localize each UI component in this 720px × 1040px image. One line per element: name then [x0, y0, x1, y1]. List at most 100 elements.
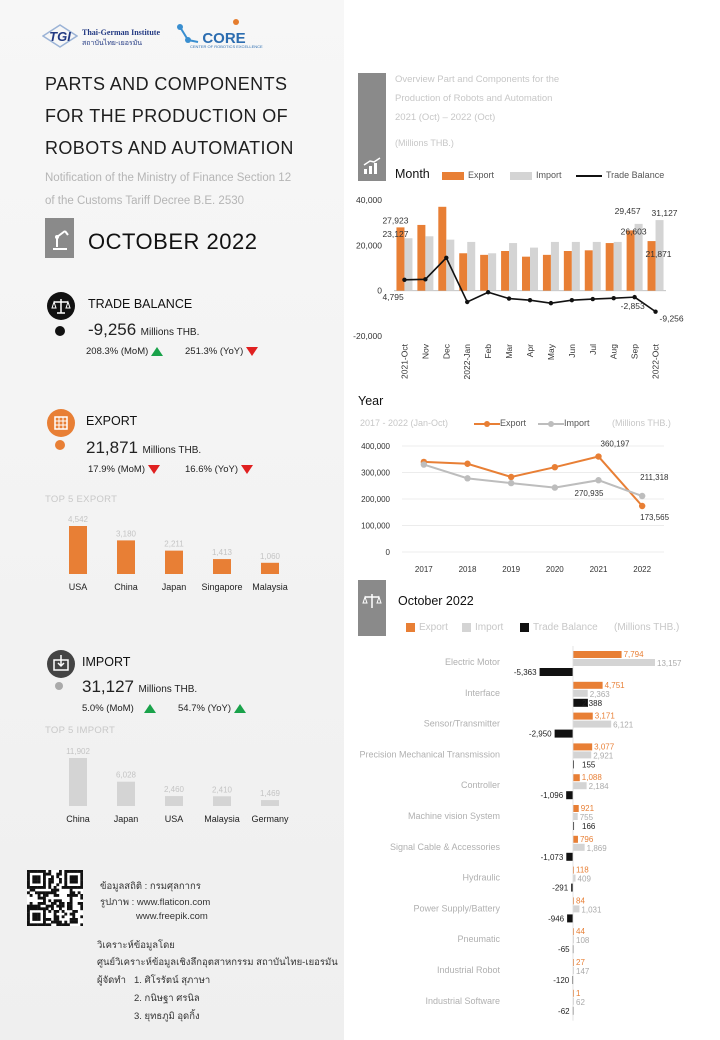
qr-module [43, 902, 46, 905]
top5-country-label: USA [165, 814, 184, 824]
top5-value-label: 1,060 [260, 552, 281, 561]
qr-module [75, 918, 78, 921]
qr-module [37, 894, 41, 897]
category-balance-label: -65 [558, 945, 570, 954]
year-import-point [464, 475, 471, 482]
category-export-bar [573, 743, 593, 751]
qr-module [43, 894, 46, 897]
october-legend-export: Export [406, 622, 448, 633]
october-chart-title: October 2022 [398, 594, 474, 608]
qr-module [80, 886, 84, 889]
qr-module [59, 907, 62, 911]
category-import-bar [573, 689, 588, 697]
qr-module [80, 894, 84, 897]
category-import-label: 409 [578, 875, 592, 884]
category-export-bar [573, 928, 574, 936]
qr-module [56, 894, 60, 897]
top5-value-label: 2,410 [212, 785, 233, 794]
month-x-tick-label: Feb [483, 344, 493, 359]
qr-module [43, 883, 46, 887]
category-label: Controller [461, 780, 500, 790]
top5-bar [261, 800, 279, 806]
qr-module [29, 923, 33, 927]
qr-module [32, 912, 36, 916]
category-balance-bar [539, 668, 573, 676]
category-label: Machine vision System [408, 811, 500, 821]
qr-module [32, 904, 36, 908]
qr-module [48, 910, 52, 913]
qr-module [45, 907, 49, 911]
qr-module [64, 880, 68, 884]
legend-import-label: Import [536, 170, 562, 180]
qr-module [45, 872, 49, 876]
trade-balance-point [653, 309, 658, 314]
top5-export-label: TOP 5 EXPORT [45, 494, 118, 505]
category-import-label: 13,157 [657, 659, 682, 668]
month-import-bar [467, 241, 476, 291]
qr-module [37, 918, 41, 921]
qr-module [51, 888, 54, 892]
qr-module [53, 912, 57, 916]
category-import-label: 6,121 [613, 721, 634, 730]
credit-preparer-1: 1. ศิโรรัตน์ สุภาษา [134, 975, 211, 986]
credit-preparer-2: 2. กนิษฐา ศรนิล [134, 993, 200, 1004]
qr-module [32, 880, 36, 884]
qr-module [67, 886, 70, 889]
qr-module [29, 894, 33, 897]
qr-module [75, 910, 78, 913]
year-y-tick-label: 300,000 [361, 469, 390, 478]
category-balance-bar [567, 914, 573, 923]
qr-module [80, 923, 84, 927]
year-x-tick-label: 2019 [502, 565, 520, 574]
category-import-bar [573, 720, 612, 728]
october-legend-balance: Trade Balance [520, 622, 598, 633]
category-export-label: 4,751 [605, 681, 626, 690]
down-arrow-icon [241, 464, 253, 474]
category-balance-bar [573, 698, 588, 707]
month-import-bar [634, 223, 643, 291]
year-y-tick-label: 200,000 [361, 495, 390, 504]
qr-module [80, 883, 84, 887]
category-balance-bar [571, 883, 573, 892]
category-balance-label: 2,388 [582, 699, 603, 708]
qr-module [43, 886, 46, 889]
qr-module [72, 910, 76, 913]
qr-module [27, 880, 30, 884]
category-export-label: 3,171 [595, 712, 616, 721]
year-import-point [551, 484, 559, 491]
qr-module [35, 891, 38, 895]
october-chart-unit: (Millions THB.) [614, 622, 680, 633]
qr-module [80, 870, 84, 873]
top5-country-label: Japan [162, 582, 187, 592]
top5-value-label: 11,902 [66, 747, 90, 756]
qr-module [48, 880, 52, 884]
month-export-bar [563, 251, 572, 291]
qr-module [61, 910, 65, 913]
category-import-bar [573, 659, 655, 666]
qr-module [75, 886, 78, 889]
qr-module [80, 904, 84, 908]
month-x-tick-label: 2022-Jan [462, 344, 472, 380]
trade-balance-point [444, 255, 449, 260]
qr-module [80, 907, 84, 911]
month-x-tick-label: Aug [609, 344, 619, 359]
qr-module [51, 904, 54, 908]
month-y-tick-label: 40,000 [356, 195, 382, 205]
trade-balance-point [527, 297, 533, 303]
month-legend-export: Export [442, 170, 494, 180]
category-import-label: 1,031 [581, 905, 602, 914]
top5-country-label: China [114, 582, 138, 592]
qr-module [45, 918, 49, 921]
qr-module [40, 923, 44, 927]
category-export-bar [573, 774, 580, 782]
qr-module [27, 912, 30, 916]
qr-module [29, 886, 33, 889]
year-y-tick-label: 100,000 [361, 522, 390, 531]
qr-module [29, 907, 33, 911]
qr-module [59, 923, 62, 927]
trade-balance-point [548, 300, 554, 306]
export-value-row: 21,871 Millions THB. [86, 438, 201, 458]
qr-module [29, 870, 33, 873]
month-x-tick-label: Dec [441, 343, 451, 359]
overview-unit: (Millions THB.) [395, 138, 454, 148]
